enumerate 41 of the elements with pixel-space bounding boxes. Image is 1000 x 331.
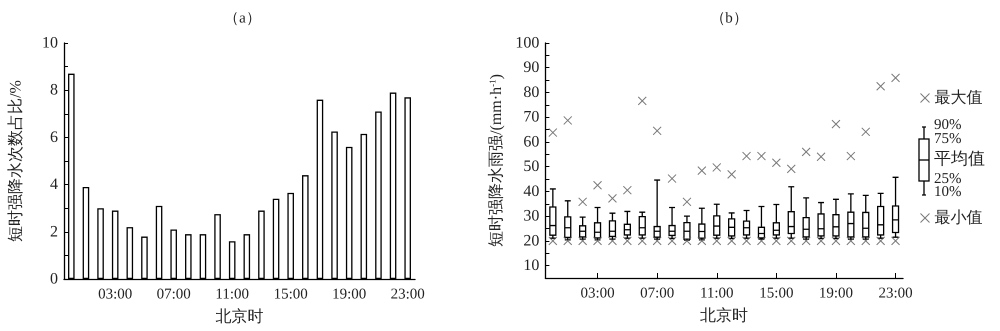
x-tick-label: 03:00	[580, 286, 615, 302]
text: 25%	[934, 171, 962, 187]
chart-title: （b）	[710, 10, 748, 26]
x-tick-label: 15:00	[274, 286, 308, 302]
text: 90%	[934, 117, 962, 133]
x-tick-label: 23:00	[878, 286, 913, 302]
text: 10%	[934, 184, 962, 200]
x-tick-label: 19:00	[332, 286, 366, 302]
x-tick-label: 15:00	[759, 286, 794, 302]
y-axis-title: 短时强降水雨强/(mm·h-1)	[487, 74, 505, 247]
y-tick-label: 100	[515, 34, 540, 52]
y-tick-label: 0	[50, 270, 58, 288]
legend-label: 最小值	[934, 208, 982, 226]
text: 75%	[934, 131, 962, 147]
x-tick-label: 19:00	[818, 286, 854, 302]
x-tick-label: 03:00	[98, 286, 132, 302]
x-tick-label: 07:00	[156, 286, 191, 302]
x-axis-title: 北京时	[700, 306, 748, 324]
y-tick-label: 90	[523, 59, 540, 76]
x-axis-title: 北京时	[216, 308, 264, 326]
legend-label: 最大值	[934, 88, 982, 106]
y-tick-label: 2	[50, 223, 58, 240]
y-tick-label: 50	[523, 158, 540, 176]
x-tick-label: 07:00	[640, 286, 674, 302]
y-tick-label: 70	[523, 108, 540, 126]
chart-title: （a）	[224, 10, 261, 26]
y-tick-label: 6	[50, 128, 58, 146]
x-tick-label: 11:00	[700, 286, 734, 302]
y-tick-label: 10	[523, 257, 540, 274]
y-tick-label: 30	[523, 208, 540, 225]
x-tick-label: 23:00	[390, 286, 425, 302]
x-tick-label: 11:00	[215, 286, 249, 302]
y-tick-label: 20	[523, 232, 540, 250]
y-tick-label: 60	[523, 133, 540, 150]
y-tick-label: 40	[523, 182, 540, 200]
y-axis-title: 短时强降水次数占比/%	[6, 80, 24, 242]
y-tick-label: 80	[523, 84, 540, 101]
y-tick-label: 4	[50, 176, 58, 194]
y-tick-label: 8	[50, 82, 58, 99]
text: 平均值	[934, 149, 985, 168]
y-tick-label: 10	[42, 34, 58, 52]
